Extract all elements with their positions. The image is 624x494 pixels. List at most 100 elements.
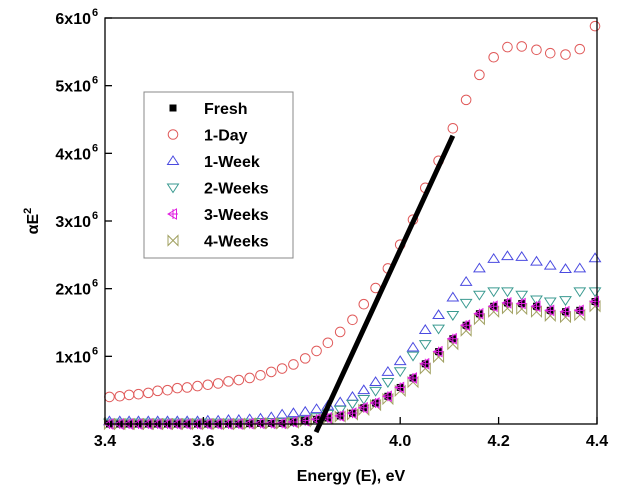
data-point [310,403,323,414]
cross-marker [335,410,346,421]
triangle-down-marker [501,287,514,298]
data-point [573,262,587,273]
triangle-up-marker [333,396,347,407]
data-point [381,390,393,403]
legend-item-1-day: 1-Day [167,128,248,145]
circle-marker [133,388,144,400]
data-point [333,405,347,416]
triangle-down-marker [530,295,543,306]
data-point [588,252,602,263]
triangle-up-marker [530,255,543,266]
cross-marker [433,346,444,357]
triangle-up-marker [406,341,420,352]
circle-marker [299,353,311,364]
data-point [544,304,556,317]
data-point [573,304,585,317]
cross-marker [347,408,358,419]
data-point [311,345,322,357]
x-tick-label: 4.0 [389,433,411,450]
cross-marker [168,209,178,219]
circle-marker [574,43,586,55]
legend-label: Fresh [204,101,248,118]
circle-marker [181,382,193,393]
data-markers [103,20,602,434]
data-point [114,390,126,402]
square-marker [169,104,177,112]
data-point [516,41,528,52]
triangle-down-marker [559,296,572,307]
circle-marker [223,376,234,387]
data-point [407,375,419,389]
triangle-up-marker [357,384,371,395]
data-point [333,396,347,407]
circle-marker [104,391,115,403]
circle-marker [516,41,528,52]
axes: 3.4 3.6 3.8 4.0 4.2 4.4 1x106 2x106 3x106 4x106 5x… [55,7,608,450]
circle-marker [447,122,459,134]
circle-marker [311,345,322,357]
legend-box [143,91,294,259]
data-point [223,376,234,387]
data-point [501,250,514,261]
bowtie-marker [407,375,419,389]
data-point [357,394,371,405]
y-tick-label: 1x106 [55,345,98,366]
triangle-down-marker [418,340,432,351]
data-point [275,408,289,419]
triangle-up-marker [346,391,359,401]
legend-marker [166,183,180,194]
cross-marker [461,320,472,331]
data-point [487,287,501,298]
circle-marker [589,20,601,32]
data-point [393,367,407,378]
cross-marker [266,418,277,429]
data-point [346,407,358,420]
data-point [347,314,358,326]
y-tick-label: 6x106 [55,7,98,28]
data-point [530,255,543,266]
cross-marker [277,418,288,429]
data-point [394,381,406,394]
x-axis-label: Energy (E), eV [297,468,406,485]
data-point [559,263,572,274]
triangle-up-marker [287,407,300,418]
data-point [254,417,266,430]
triangle-down-marker [357,394,371,405]
data-point [244,372,255,384]
data-point [276,417,288,430]
y-axis-label: αE2 [22,208,42,235]
legend-label: 2-Weeks [204,181,269,198]
data-point [588,287,602,298]
data-point [472,290,486,301]
data-point [432,345,444,358]
triangle-down-marker [393,367,407,378]
data-point [192,380,203,392]
y-tick-label: 3x106 [55,210,98,231]
data-point [501,287,514,298]
triangle-down-marker [573,287,587,298]
legend-label: 4-Weeks [204,234,269,251]
legend-marker [167,129,179,140]
data-point [543,297,557,308]
data-point [406,351,420,362]
data-point [394,384,406,398]
bowtie-marker [394,384,406,398]
triangle-down-marker [381,378,395,388]
data-point [560,49,571,60]
data-point [559,296,572,307]
bowtie-marker [167,234,179,247]
data-point [346,391,359,401]
circle-marker [152,385,163,397]
triangle-down-marker [515,290,529,301]
data-point [501,297,513,309]
cross-marker [545,305,556,316]
circle-marker [265,366,277,378]
triangle-up-marker [381,365,395,376]
triangle-up-marker [459,275,473,286]
circle-marker [123,389,135,401]
data-point [515,250,529,261]
data-point [459,275,473,286]
cross-marker [288,416,299,427]
triangle-down-marker [543,297,557,308]
data-point [544,47,556,59]
